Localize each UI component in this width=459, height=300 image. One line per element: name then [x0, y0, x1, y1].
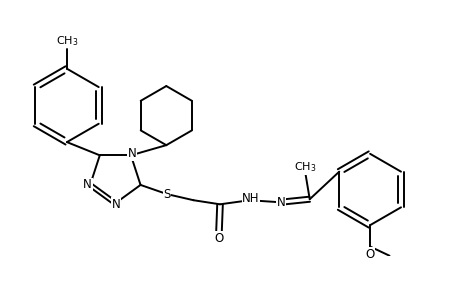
Text: N: N [276, 196, 285, 209]
Text: N: N [83, 178, 92, 191]
Text: CH$_3$: CH$_3$ [294, 160, 316, 174]
Text: S: S [163, 188, 170, 201]
Text: O: O [214, 232, 223, 245]
Text: CH$_3$: CH$_3$ [56, 34, 78, 48]
Text: N: N [112, 198, 120, 211]
Text: O: O [365, 248, 374, 261]
Text: NH: NH [242, 192, 259, 205]
Text: N: N [127, 147, 136, 160]
